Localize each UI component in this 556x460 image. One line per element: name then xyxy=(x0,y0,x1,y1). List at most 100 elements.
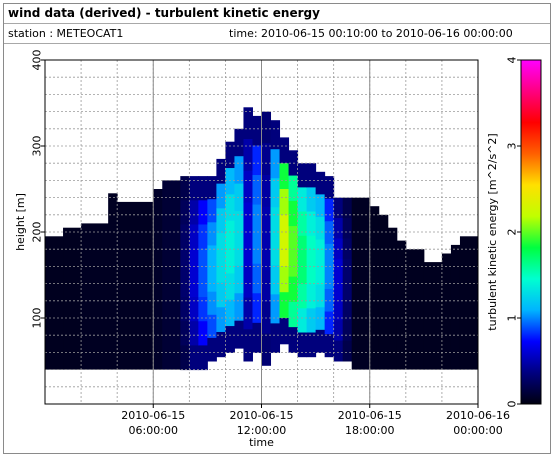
heatmap-cell xyxy=(279,292,290,319)
heatmap-cell xyxy=(315,194,326,218)
heatmap-cell xyxy=(306,332,317,358)
heatmap-cell xyxy=(297,332,308,358)
heatmap-cell xyxy=(252,145,262,176)
heatmap-cell xyxy=(243,139,253,172)
heatmap-column xyxy=(81,223,109,370)
heatmap-cell xyxy=(198,321,208,346)
heatmap-cell xyxy=(261,238,272,271)
station-label: station : METEOCAT1 xyxy=(8,27,124,40)
heatmap-cell xyxy=(234,156,244,185)
heatmap-cell xyxy=(252,204,262,235)
heatmap-cell xyxy=(243,329,253,362)
heatmap-cell xyxy=(216,257,226,284)
heatmap-cell xyxy=(234,320,244,349)
heatmap-cell xyxy=(333,258,344,280)
heatmap-cell xyxy=(243,107,253,140)
heatmap-column xyxy=(387,227,398,370)
heatmap-cell xyxy=(288,276,299,303)
heatmap-cell xyxy=(261,333,272,366)
heatmap-cell xyxy=(315,307,326,331)
heatmap-cell xyxy=(225,273,235,301)
x-axis-label: time xyxy=(249,436,274,449)
y-tick-label: 300 xyxy=(31,136,44,157)
heatmap-cell xyxy=(207,337,217,362)
heatmap-cell xyxy=(342,258,353,280)
heatmap-cell xyxy=(207,314,217,339)
heatmap-cell xyxy=(288,175,299,202)
heatmap-cell xyxy=(297,308,308,334)
heatmap-cell xyxy=(270,236,281,266)
heatmap-column xyxy=(450,244,461,370)
heatmap-cell xyxy=(198,200,208,225)
heatmap-cell xyxy=(180,176,190,201)
heatmap-cell xyxy=(207,199,217,223)
heatmap-cell xyxy=(243,265,253,299)
x-tick-label-date: 2010-06-16 xyxy=(446,409,510,422)
heatmap-cell xyxy=(342,299,353,321)
heatmap-cell xyxy=(315,216,326,241)
heatmap-column xyxy=(108,193,118,370)
heatmap-column xyxy=(459,236,479,370)
heatmap-column xyxy=(153,189,163,370)
y-tick-label: 200 xyxy=(31,222,44,243)
heatmap-cell xyxy=(324,311,335,335)
colorbar-tick-label: 4 xyxy=(506,57,519,64)
heatmap-cell xyxy=(252,175,262,206)
heatmap-cell xyxy=(189,224,199,250)
heatmap-cell xyxy=(243,170,253,203)
heatmap-cell xyxy=(306,284,317,309)
heatmap-cell xyxy=(342,197,353,219)
heatmap-cell xyxy=(225,141,235,169)
heatmap-cell xyxy=(333,218,344,239)
y-tick-label: 100 xyxy=(31,308,44,329)
colorbar-tick-label: 1 xyxy=(506,315,519,322)
heatmap-cell xyxy=(270,149,281,179)
heatmap-cell xyxy=(288,226,299,252)
x-tick-label-date: 2010-06-15 xyxy=(338,409,402,422)
heatmap-cell xyxy=(198,345,208,371)
heatmap-cell xyxy=(234,128,244,157)
heatmap-cell xyxy=(216,282,226,308)
heatmap-cell xyxy=(288,251,299,278)
heatmap-cell xyxy=(297,235,308,261)
heatmap-cell xyxy=(180,248,190,274)
heatmap-cell xyxy=(297,187,308,213)
heatmap-cell xyxy=(225,247,235,274)
heatmap-cell xyxy=(333,340,344,362)
heatmap-column xyxy=(441,253,452,370)
heatmap-cell xyxy=(324,176,335,200)
heatmap-cell xyxy=(333,299,344,321)
heatmap-cell xyxy=(198,248,208,274)
heatmap-cell xyxy=(180,200,190,225)
heatmap-cell xyxy=(189,248,199,274)
heatmap-cell xyxy=(234,183,244,212)
heatmap-cell xyxy=(279,163,290,190)
colorbar-tick-label: 3 xyxy=(506,143,519,150)
heatmap-cell xyxy=(261,143,272,176)
heatmap-cell xyxy=(333,279,344,301)
heatmap-cell xyxy=(216,307,226,333)
heatmap-cell xyxy=(198,176,208,201)
heatmap-cell xyxy=(324,243,335,267)
heatmap-cell xyxy=(297,163,308,188)
heatmap-cell xyxy=(189,345,199,371)
heatmap-column xyxy=(405,249,425,370)
heatmap-cell xyxy=(342,340,353,362)
time-range-label: time: 2010-06-15 00:10:00 to 2010-06-16 … xyxy=(229,27,513,40)
heatmap-cell xyxy=(234,265,244,294)
heatmap-cell xyxy=(252,263,262,294)
heatmap-cell xyxy=(270,178,281,208)
heatmap-cell xyxy=(261,111,272,144)
heatmap-cell xyxy=(324,221,335,245)
colorbar-ticks: 0 1 2 3 4 xyxy=(506,57,521,408)
heatmap-cell xyxy=(342,320,353,342)
heatmap-cell xyxy=(306,187,317,213)
heatmap-cell xyxy=(198,297,208,322)
heatmap-cell xyxy=(306,211,317,237)
heatmap-cell xyxy=(315,171,326,195)
heatmap-cell xyxy=(207,222,217,246)
heatmap-cell xyxy=(234,238,244,267)
y-axis-ticks: 100 200 300 400 xyxy=(31,50,45,329)
heatmap-cell xyxy=(315,329,326,353)
colorbar xyxy=(520,59,542,405)
